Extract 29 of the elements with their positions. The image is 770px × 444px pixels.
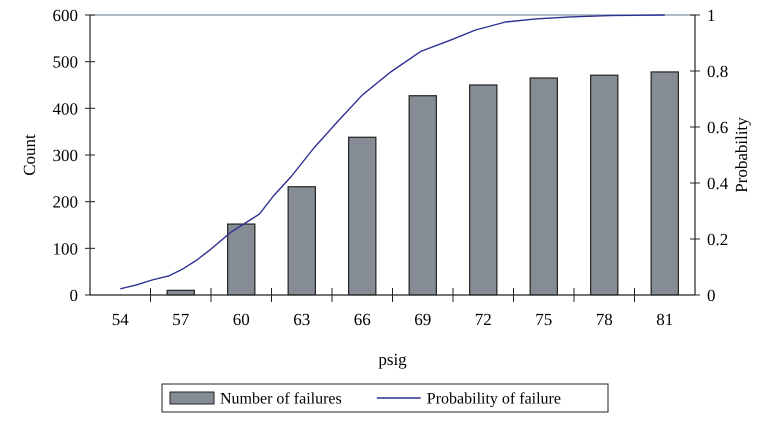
x-tick-label: 78	[596, 310, 613, 329]
x-tick-label: 63	[293, 310, 310, 329]
y2-tick-label: 1	[707, 6, 716, 25]
y-axis-title: Count	[20, 134, 39, 176]
y2-tick-label: 0.8	[707, 62, 728, 81]
x-tick-label: 54	[112, 310, 130, 329]
y-tick-label: 600	[52, 6, 78, 25]
x-tick-label: 60	[232, 310, 250, 329]
y2-tick-label: 0.2	[707, 230, 728, 249]
x-tick-label: 75	[535, 310, 552, 329]
x-tick-label: 81	[656, 310, 674, 329]
x-tick-label: 72	[474, 310, 492, 329]
y2-tick-label: 0.4	[707, 174, 729, 193]
y-tick-label: 200	[52, 192, 78, 212]
y2-tick-label: 0	[707, 286, 716, 305]
line-series	[120, 14, 666, 290]
y-tick-label: 300	[52, 146, 78, 165]
y-tick-label: 400	[52, 99, 78, 118]
x-tick-label: 57	[172, 310, 190, 329]
legend-label: Number of failures	[220, 390, 342, 408]
y2-axis-title: Probability	[732, 116, 751, 193]
legend-label: Probability of failure	[426, 390, 561, 408]
y2-tick-label: 0.6	[707, 118, 728, 137]
x-tick-label: 66	[354, 310, 371, 329]
y-tick-label: 100	[52, 239, 78, 258]
y-tick-label: 500	[52, 52, 78, 72]
x-tick-label: 69	[414, 310, 432, 329]
y-tick-label: 0	[70, 286, 78, 305]
x-axis-title: psig	[378, 350, 408, 369]
